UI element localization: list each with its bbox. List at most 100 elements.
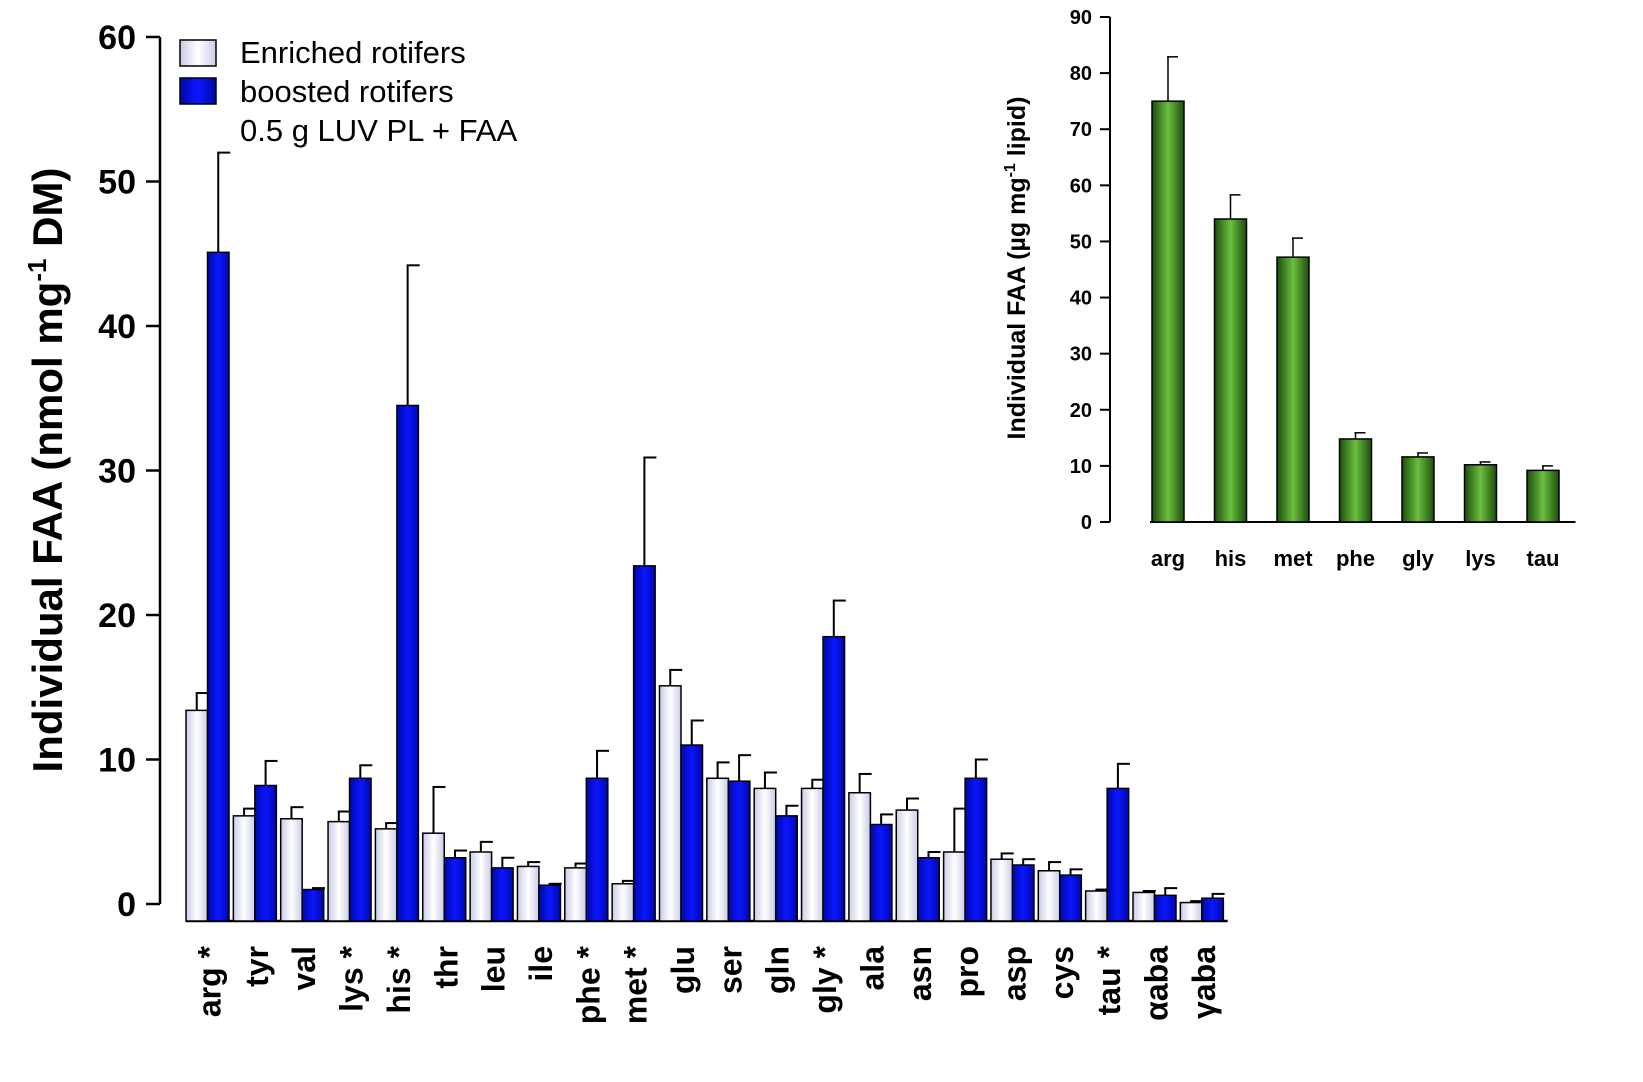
bar-boosted-lys [348,777,372,922]
legend-note: 0.5 g LUV PL + FAA [240,113,517,148]
main-y-tick-label: 50 [98,164,136,202]
inset-x-tick-lys: lys [1465,546,1496,571]
main-x-tick-val: val [286,946,322,990]
main-y-axis-label-sup: -1 [22,259,52,282]
main-x-tick-phe: phe * [570,945,606,1024]
bar-enriched-glu [658,685,682,922]
main-x-tick-ser: ser [712,946,748,994]
inset-y-axis: 0 10 20 30 40 50 60 70 80 90 [1070,7,1576,534]
main-y-tick-label: 30 [98,453,136,491]
inset-x-tick-tau: tau [1527,546,1560,571]
bar-enriched-aba [1179,901,1203,922]
bar-enriched-thr [422,832,445,922]
bar-boosted-phe [585,777,609,922]
bar-boosted-aba [1201,897,1225,922]
main-x-tick-cys: cys [1044,946,1080,999]
bar-enriched-gly [800,787,824,922]
inset-bar-met [1276,256,1310,523]
bar-boosted-thr [443,857,467,922]
bar-boosted-val [301,888,325,922]
bar-enriched-asn [895,809,919,922]
inset-bar-phe [1338,438,1373,523]
inset-y-tick-label: 40 [1070,288,1092,310]
bar-boosted-aba [1153,894,1177,922]
legend: Enriched rotifers boosted rotifers 0.5 g… [179,35,517,148]
main-y-tick-label: 60 [98,19,136,57]
main-x-tick-aba: αaba [1139,946,1175,1021]
bar-enriched-pro [942,851,966,922]
main-chart: 0 10 20 30 40 50 60 arg * tyr val lys * his * thr le… [22,19,1228,1024]
main-x-tick-thr: thr [428,946,464,989]
inset-bar-gly [1401,456,1435,523]
legend-swatch-boosted [179,77,217,105]
inset-bar-his [1213,218,1248,523]
inset-y-axis-label-unit: lipid) [1003,97,1031,164]
main-x-tick-tyr: tyr [239,946,275,987]
bar-enriched-leu [469,851,493,922]
bar-boosted-tyr [254,784,278,922]
main-x-tick-labels: arg * tyr val lys * his * thr leu ile phe * met *… [192,945,1222,1024]
bar-enriched-tyr [232,815,256,922]
bar-boosted-met [632,565,656,922]
bar-enriched-val [279,817,303,922]
main-x-tick-ala: ala [854,946,890,991]
inset-y-axis-label-text: Individual FAA (µg mg [1003,177,1031,439]
inset-y-tick-label: 10 [1070,456,1092,478]
bar-enriched-cys [1037,870,1061,922]
inset-x-tick-gly: gly [1402,546,1435,571]
inset-y-tick-label: 60 [1070,175,1092,197]
bar-boosted-cys [1059,874,1083,922]
main-y-tick-label: 40 [98,308,136,346]
bar-enriched-asp [990,858,1014,922]
inset-x-tick-his: his [1215,546,1247,571]
main-x-tick-pro: pro [949,946,985,998]
bar-enriched-gln [753,787,777,922]
inset-y-tick-label: 80 [1070,63,1092,85]
bar-enriched-ser [706,777,730,922]
inset-bars [1151,56,1560,523]
inset-y-tick-label: 70 [1070,119,1092,141]
inset-chart: 0 10 20 30 40 50 60 70 80 90 arg his met phe gly lys ta… [1002,7,1576,571]
bar-boosted-ser [727,780,751,922]
inset-x-tick-arg: arg [1151,546,1185,571]
main-x-tick-ile: ile [523,946,559,982]
inset-x-tick-phe: phe [1336,546,1375,571]
bar-enriched-ala [848,791,872,922]
main-x-tick-met: met * [618,945,654,1024]
bar-boosted-his [396,404,420,922]
inset-bar-arg [1151,100,1185,523]
bar-boosted-ile [538,884,562,922]
bar-enriched-tau [1084,890,1108,922]
inset-y-axis-label: Individual FAA (µg mg-1 lipid) [1002,97,1031,440]
main-y-tick-label: 20 [98,597,136,635]
main-y-tick-label: 0 [117,886,136,924]
inset-y-tick-label: 0 [1081,512,1092,534]
bar-boosted-ala [869,823,893,922]
bar-boosted-gln [774,815,798,922]
bar-enriched-ile [516,865,540,922]
legend-label-enriched: Enriched rotifers [240,35,466,70]
main-x-tick-glu: glu [665,946,701,994]
main-y-axis-label-text: Individual FAA (nmol mg [24,282,71,773]
bar-enriched-lys [327,820,351,922]
inset-y-tick-label: 90 [1070,7,1092,29]
main-x-tick-gly: gly * [807,945,843,1013]
bar-boosted-pro [964,777,988,922]
main-bars [185,151,1225,922]
inset-bar-lys [1463,464,1498,523]
main-x-tick-asp: asp [996,946,1032,1001]
main-x-tick-gln: gln [760,946,796,994]
main-y-axis-label-unit: DM) [24,168,71,259]
bar-boosted-asp [1011,864,1035,922]
main-x-tick-aba: γaba [1186,946,1222,1019]
legend-swatch-enriched [179,39,217,67]
inset-x-tick-met: met [1273,546,1313,571]
bar-boosted-glu [680,744,704,922]
bar-boosted-gly [822,635,846,922]
inset-bar-tau [1526,469,1560,523]
legend-label-boosted: boosted rotifers [240,74,454,109]
bar-boosted-asn [917,857,940,922]
inset-y-tick-label: 30 [1070,344,1092,366]
bar-enriched-arg [185,709,209,922]
